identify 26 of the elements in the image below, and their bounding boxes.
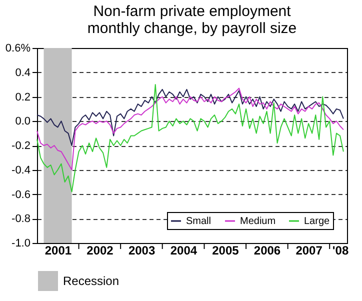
x-tick-label: 2001 (44, 244, 72, 258)
y-tick-label: -0.6 (12, 188, 30, 201)
line-series (36, 88, 344, 146)
x-tick-label: 2003 (128, 244, 156, 258)
legend-label: Medium (240, 216, 276, 227)
x-tick-label: 2004 (170, 244, 198, 258)
y-tick-label: 0.4 (15, 66, 30, 79)
text: monthly change, by payroll size (87, 20, 297, 37)
y-tick-label: -0.8 (12, 213, 30, 226)
legend-label: Small (186, 216, 212, 227)
line-series (36, 84, 344, 192)
y-tick-label: 0.0 (15, 116, 30, 128)
y-tick-label: -1.0 (12, 238, 30, 250)
line-series (36, 88, 344, 170)
y-tick-label: 0.6% (5, 42, 31, 54)
x-tick-label: '08 (332, 244, 349, 258)
x-tick-label: 2006 (254, 244, 281, 258)
y-tick-label: 0.2 (15, 91, 30, 104)
x-tick-label: 2005 (212, 244, 240, 258)
x-tick-label: 2007 (296, 244, 323, 258)
text: Non-farm private employment (93, 3, 291, 20)
y-tick-label: -0.4 (12, 164, 30, 176)
legend-label: Recession (63, 274, 120, 288)
legend-label: Large (304, 216, 330, 227)
x-tick-label: 2002 (86, 244, 114, 258)
y-tick-label: -0.2 (12, 140, 30, 152)
